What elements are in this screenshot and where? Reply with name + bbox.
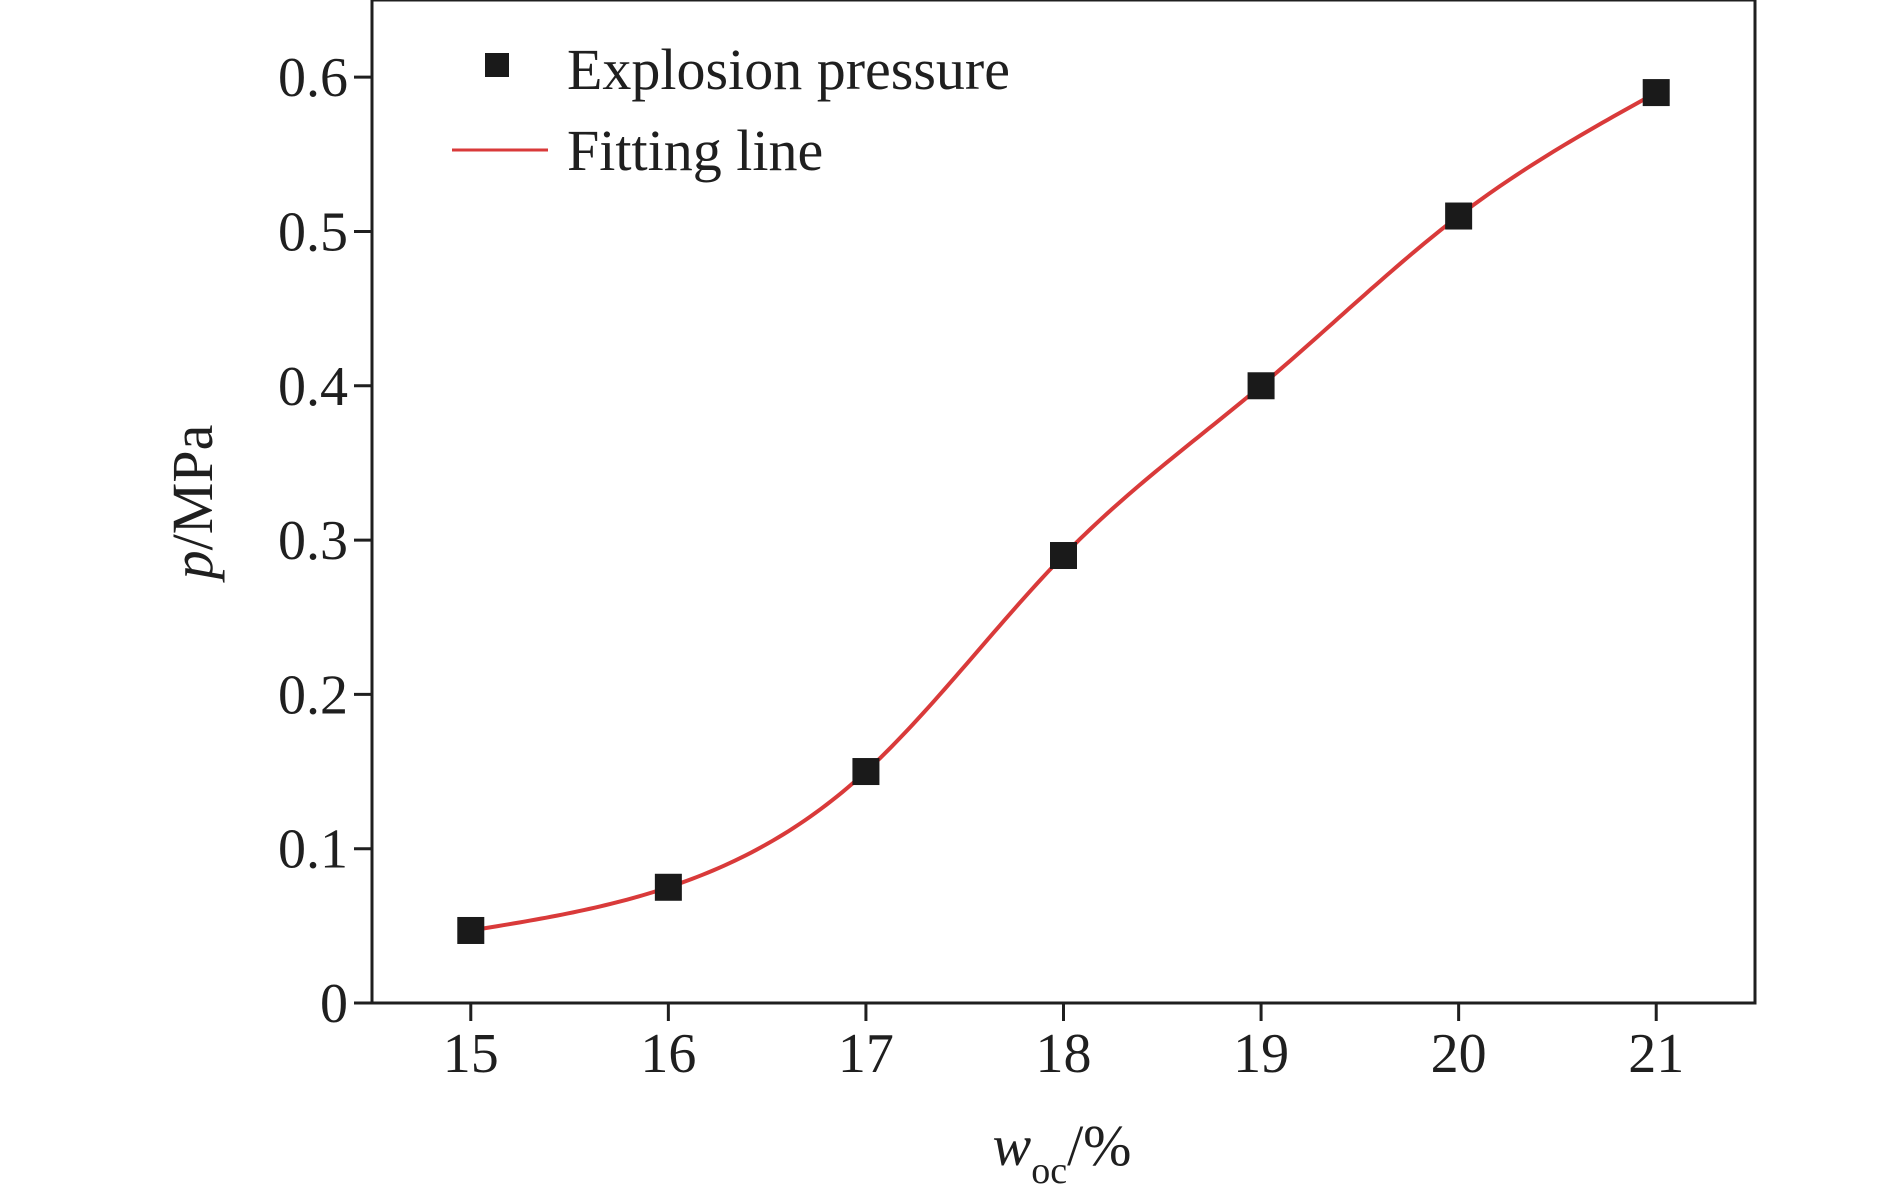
y-tick-label-0.1: 0.1 bbox=[278, 819, 348, 881]
x-tick-label-16: 16 bbox=[640, 1023, 696, 1085]
x-tick-label-20: 20 bbox=[1431, 1023, 1487, 1085]
data-point-15 bbox=[457, 916, 485, 944]
x-tick-label-21: 21 bbox=[1628, 1023, 1684, 1085]
legend-label-explosion-pressure: Explosion pressure bbox=[567, 37, 1010, 102]
fitting-line-layer bbox=[468, 90, 1659, 933]
x-axis-label-subscript: oc bbox=[1031, 1150, 1067, 1192]
data-points-layer bbox=[457, 79, 1670, 944]
y-axis-label: p/MPa bbox=[160, 425, 225, 584]
data-point-19 bbox=[1247, 372, 1275, 400]
data-point-16 bbox=[654, 873, 682, 901]
data-point-20 bbox=[1445, 202, 1473, 230]
x-tick-label-15: 15 bbox=[443, 1023, 499, 1085]
x-tick-label-17: 17 bbox=[838, 1023, 894, 1085]
y-axis-label-unit: /MPa bbox=[160, 425, 225, 551]
legend: Explosion pressure Fitting line bbox=[452, 37, 1010, 183]
data-point-17 bbox=[852, 758, 880, 786]
y-tick-label-0.4: 0.4 bbox=[278, 356, 348, 418]
x-tick-label-19: 19 bbox=[1233, 1023, 1289, 1085]
x-axis-label-unit: /% bbox=[1067, 1113, 1131, 1178]
data-point-21 bbox=[1642, 79, 1670, 107]
y-tick-label-0.3: 0.3 bbox=[278, 510, 348, 572]
y-axis-ticks: 0 0.1 0.2 0.3 0.4 0.5 0.6 bbox=[278, 47, 372, 1035]
x-axis-ticks: 15 16 17 18 19 20 21 bbox=[443, 1003, 1684, 1085]
legend-marker-explosion-pressure bbox=[485, 53, 509, 77]
data-point-18 bbox=[1050, 542, 1077, 570]
fitting-line bbox=[468, 90, 1659, 933]
x-tick-label-18: 18 bbox=[1036, 1023, 1092, 1085]
x-axis-label-main: w bbox=[993, 1113, 1032, 1178]
y-axis-label-italic: p bbox=[160, 550, 225, 583]
y-tick-label-0.6: 0.6 bbox=[278, 47, 348, 109]
x-axis-label: woc/% bbox=[993, 1113, 1132, 1192]
plot-area: 15 16 17 18 19 20 21 0 0.1 0.2 0.3 0.4 0.5 0.6 bbox=[278, 0, 1757, 1085]
y-tick-label-0: 0 bbox=[320, 973, 348, 1035]
legend-label-fitting-line: Fitting line bbox=[567, 118, 823, 183]
y-tick-label-0.2: 0.2 bbox=[278, 664, 348, 726]
y-tick-label-0.5: 0.5 bbox=[278, 201, 348, 263]
